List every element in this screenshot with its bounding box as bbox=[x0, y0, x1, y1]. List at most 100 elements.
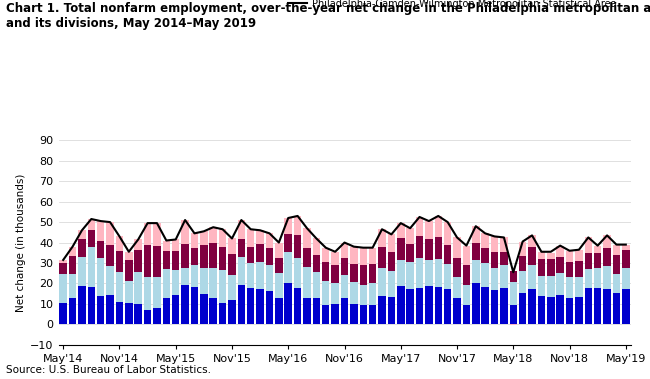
Bar bbox=[116, 236, 124, 251]
Bar bbox=[172, 295, 179, 324]
Bar bbox=[144, 223, 151, 244]
Bar bbox=[387, 234, 395, 252]
Bar bbox=[434, 237, 442, 259]
Bar bbox=[613, 274, 620, 293]
Bar bbox=[266, 248, 273, 265]
Bar bbox=[322, 248, 330, 262]
Bar bbox=[322, 262, 330, 282]
Bar bbox=[378, 229, 385, 247]
Bar bbox=[135, 240, 142, 250]
Bar bbox=[78, 240, 86, 257]
Bar bbox=[190, 248, 198, 265]
Bar bbox=[594, 253, 601, 268]
Bar bbox=[294, 235, 302, 258]
Bar bbox=[313, 255, 320, 272]
Bar bbox=[453, 258, 461, 277]
Bar bbox=[97, 296, 105, 324]
Bar bbox=[78, 257, 86, 285]
Bar bbox=[453, 237, 461, 258]
Bar bbox=[528, 247, 536, 265]
Bar bbox=[500, 288, 508, 324]
Bar bbox=[491, 236, 499, 252]
Bar bbox=[519, 256, 526, 271]
Bar bbox=[209, 298, 217, 324]
Bar bbox=[556, 273, 564, 295]
Bar bbox=[416, 288, 423, 324]
Bar bbox=[359, 248, 367, 265]
Bar bbox=[256, 289, 264, 324]
Bar bbox=[172, 251, 179, 270]
Bar bbox=[378, 247, 385, 268]
Bar bbox=[332, 252, 339, 265]
Bar bbox=[313, 272, 320, 298]
Bar bbox=[275, 298, 283, 324]
Y-axis label: Net change (in thousands): Net change (in thousands) bbox=[16, 173, 26, 312]
Bar bbox=[566, 251, 573, 262]
Bar bbox=[556, 246, 564, 257]
Bar bbox=[491, 268, 499, 290]
Bar bbox=[613, 255, 620, 274]
Bar bbox=[463, 285, 470, 305]
Bar bbox=[181, 268, 189, 285]
Bar bbox=[528, 265, 536, 289]
Bar bbox=[304, 267, 311, 298]
Bar bbox=[332, 265, 339, 283]
Bar bbox=[200, 294, 207, 324]
Bar bbox=[482, 248, 489, 263]
Bar bbox=[425, 221, 433, 240]
Bar bbox=[453, 298, 461, 324]
Bar bbox=[88, 230, 95, 247]
Bar bbox=[584, 288, 592, 324]
Bar bbox=[434, 287, 442, 324]
Bar bbox=[181, 220, 189, 244]
Bar bbox=[444, 264, 451, 289]
Bar bbox=[238, 240, 245, 257]
Bar bbox=[247, 288, 255, 324]
Bar bbox=[369, 283, 376, 305]
Bar bbox=[238, 285, 245, 324]
Bar bbox=[575, 277, 582, 297]
Legend: Wilmington Metropolitan Division, Camden Metropolitan Division, Montgomery Count: Wilmington Metropolitan Division, Camden… bbox=[287, 0, 626, 9]
Bar bbox=[172, 270, 179, 295]
Bar bbox=[463, 246, 470, 265]
Bar bbox=[200, 268, 207, 294]
Bar bbox=[397, 285, 404, 324]
Bar bbox=[125, 260, 133, 282]
Bar bbox=[584, 253, 592, 269]
Bar bbox=[97, 241, 105, 258]
Bar bbox=[332, 304, 339, 324]
Bar bbox=[304, 228, 311, 248]
Bar bbox=[322, 305, 330, 324]
Bar bbox=[397, 238, 404, 260]
Bar bbox=[406, 262, 414, 289]
Bar bbox=[107, 266, 114, 295]
Bar bbox=[219, 229, 226, 247]
Bar bbox=[125, 303, 133, 324]
Bar bbox=[603, 235, 611, 248]
Bar bbox=[547, 297, 554, 324]
Bar bbox=[547, 276, 554, 297]
Bar bbox=[247, 247, 255, 263]
Text: and its divisions, May 2014–May 2019: and its divisions, May 2014–May 2019 bbox=[6, 17, 257, 30]
Bar bbox=[88, 219, 95, 230]
Bar bbox=[463, 265, 470, 285]
Bar bbox=[482, 263, 489, 287]
Bar bbox=[387, 271, 395, 297]
Bar bbox=[584, 269, 592, 288]
Bar bbox=[613, 244, 620, 255]
Bar bbox=[162, 269, 170, 298]
Bar bbox=[219, 303, 226, 324]
Bar bbox=[444, 244, 451, 264]
Bar bbox=[519, 271, 526, 293]
Bar bbox=[190, 233, 198, 248]
Bar bbox=[622, 268, 630, 289]
Bar bbox=[434, 216, 442, 237]
Bar bbox=[88, 247, 95, 287]
Bar bbox=[510, 305, 517, 324]
Bar bbox=[247, 229, 255, 247]
Bar bbox=[116, 302, 124, 324]
Bar bbox=[425, 285, 433, 324]
Bar bbox=[472, 260, 480, 283]
Bar bbox=[556, 295, 564, 324]
Bar bbox=[266, 265, 273, 291]
